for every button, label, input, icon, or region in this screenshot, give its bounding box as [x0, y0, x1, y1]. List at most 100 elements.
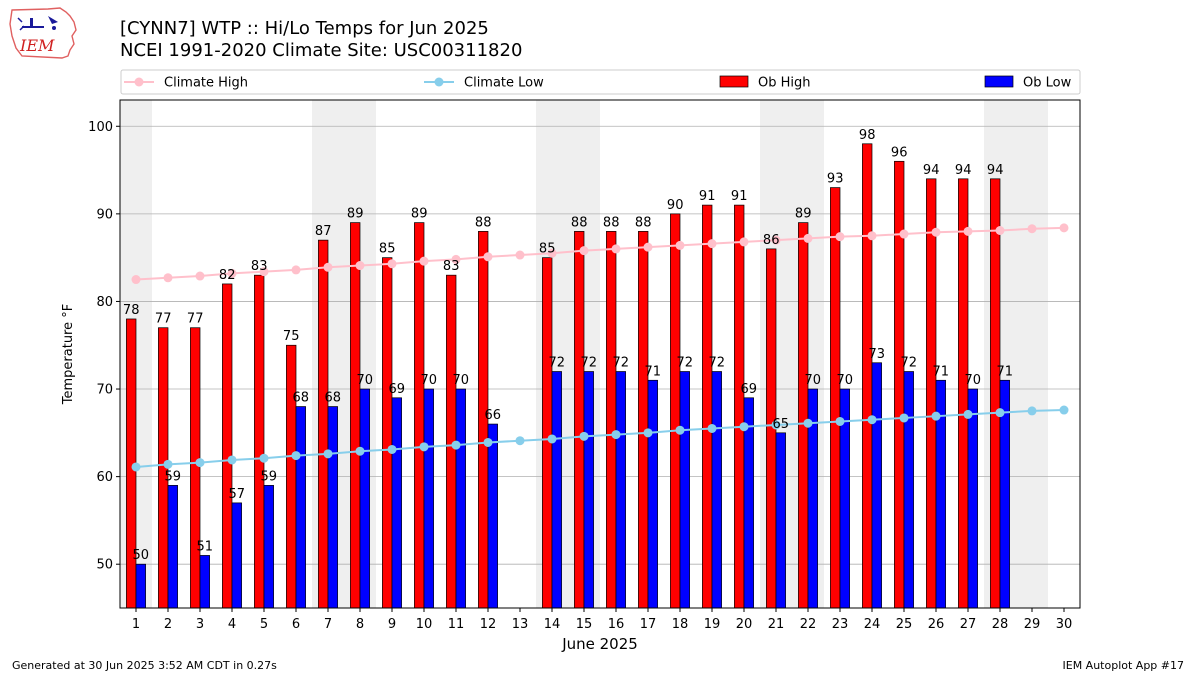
climate-high-point [835, 232, 845, 242]
ob-low-label: 72 [901, 356, 918, 371]
climate-low-point [899, 413, 909, 423]
x-tick-label: 16 [608, 617, 625, 632]
ob-low-label: 70 [837, 373, 854, 388]
ob-high-label: 85 [379, 242, 396, 257]
x-tick-label: 19 [704, 617, 721, 632]
ob-low-bar [231, 502, 242, 609]
ob-low-label: 71 [997, 364, 1014, 379]
y-tick-label: 70 [96, 383, 113, 398]
climate-high-point [707, 239, 717, 249]
ob-low-bar [423, 388, 434, 609]
ob-high-label: 82 [219, 268, 236, 283]
climate-low-point [515, 436, 525, 446]
climate-high-point [643, 242, 653, 252]
x-tick-label: 4 [228, 617, 236, 632]
climate-high-point [579, 246, 589, 256]
climate-low-point [419, 442, 429, 452]
climate-high-point [899, 229, 909, 239]
ob-high-label: 89 [411, 207, 428, 222]
ob-low-label: 70 [421, 373, 438, 388]
climate-high-point [419, 256, 429, 266]
ob-low-bar [359, 388, 370, 609]
climate-high-point [291, 265, 301, 275]
ob-low-label: 71 [645, 364, 662, 379]
ob-high-bar [830, 187, 841, 609]
y-tick-label: 80 [96, 295, 113, 310]
ob-low-label: 72 [677, 356, 694, 371]
ob-low-bar [135, 563, 146, 609]
ob-high-bar [862, 143, 873, 609]
ob-low-label: 71 [933, 364, 950, 379]
climate-low-point [227, 455, 237, 465]
ob-high-bar [574, 231, 585, 609]
ob-low-bar [775, 432, 786, 609]
climate-high-legend-marker [134, 77, 144, 87]
climate-low-point [739, 422, 749, 432]
x-tick-label: 27 [960, 617, 977, 632]
ob-low-label: 73 [869, 347, 886, 362]
climate-high-point [259, 267, 269, 277]
climate-low-point [131, 462, 141, 472]
x-tick-label: 12 [480, 617, 497, 632]
ob-low-bar [391, 397, 402, 609]
ob-high-label: 93 [827, 172, 844, 187]
climate-high-point [387, 259, 397, 269]
climate-low-legend-label: Climate Low [464, 76, 544, 91]
legend-box [120, 69, 1081, 95]
ob-low-label: 72 [613, 356, 630, 371]
climate-low-point [675, 425, 685, 435]
ob-low-bar [871, 362, 882, 609]
climate-high-point [355, 261, 365, 271]
climate-low-point [547, 434, 557, 444]
x-tick-label: 14 [544, 617, 561, 632]
ob-low-label: 70 [453, 373, 470, 388]
weekend-band [1016, 100, 1048, 608]
climate-low-point [195, 458, 205, 468]
ob-low-bar [711, 371, 722, 609]
ob-high-label: 86 [763, 233, 780, 248]
x-tick-label: 17 [640, 617, 657, 632]
ob-high-bar [638, 231, 649, 609]
x-tick-label: 25 [896, 617, 913, 632]
climate-low-point [259, 453, 269, 463]
ob-high-label: 88 [475, 215, 492, 230]
ob-low-bar [679, 371, 690, 609]
climate-high-point [931, 227, 941, 237]
climate-high-point [515, 250, 525, 260]
ob-low-label: 70 [805, 373, 822, 388]
x-tick-label: 6 [292, 617, 300, 632]
climate-low-legend-marker [434, 77, 444, 87]
chart-title-line2: NCEI 1991-2020 Climate Site: USC00311820 [120, 40, 523, 61]
climate-low-line [135, 409, 1065, 468]
ob-high-bar [222, 283, 233, 609]
ob-low-label: 69 [389, 382, 406, 397]
ob-high-bar [350, 222, 361, 609]
ob-high-label: 98 [859, 128, 876, 143]
ob-low-bar [455, 388, 466, 609]
ob-high-label: 94 [955, 163, 972, 178]
climate-low-point [483, 437, 493, 447]
climate-high-point [739, 237, 749, 247]
climate-high-point [611, 244, 621, 254]
ob-high-bar [414, 222, 425, 609]
ob-low-bar [903, 371, 914, 609]
climate-high-point [131, 275, 141, 285]
climate-high-legend-label: Climate High [164, 76, 248, 91]
ob-low-label: 72 [581, 356, 598, 371]
x-axis-label: June 2025 [561, 635, 638, 653]
ob-high-label: 78 [123, 303, 140, 318]
climate-high-line [135, 226, 1065, 281]
app-footer: IEM Autoplot App #17 [1062, 659, 1185, 672]
x-tick-label: 30 [1056, 617, 1073, 632]
x-tick-label: 21 [768, 617, 785, 632]
x-tick-label: 26 [928, 617, 945, 632]
ob-high-bar [734, 204, 745, 609]
x-tick-label: 13 [512, 617, 529, 632]
plot-frame [119, 99, 1081, 609]
ob-low-label: 59 [261, 469, 278, 484]
ob-low-label: 70 [965, 373, 982, 388]
ob-low-label: 57 [229, 487, 246, 502]
ob-low-label: 66 [485, 408, 502, 423]
ob-high-bar [318, 239, 329, 609]
